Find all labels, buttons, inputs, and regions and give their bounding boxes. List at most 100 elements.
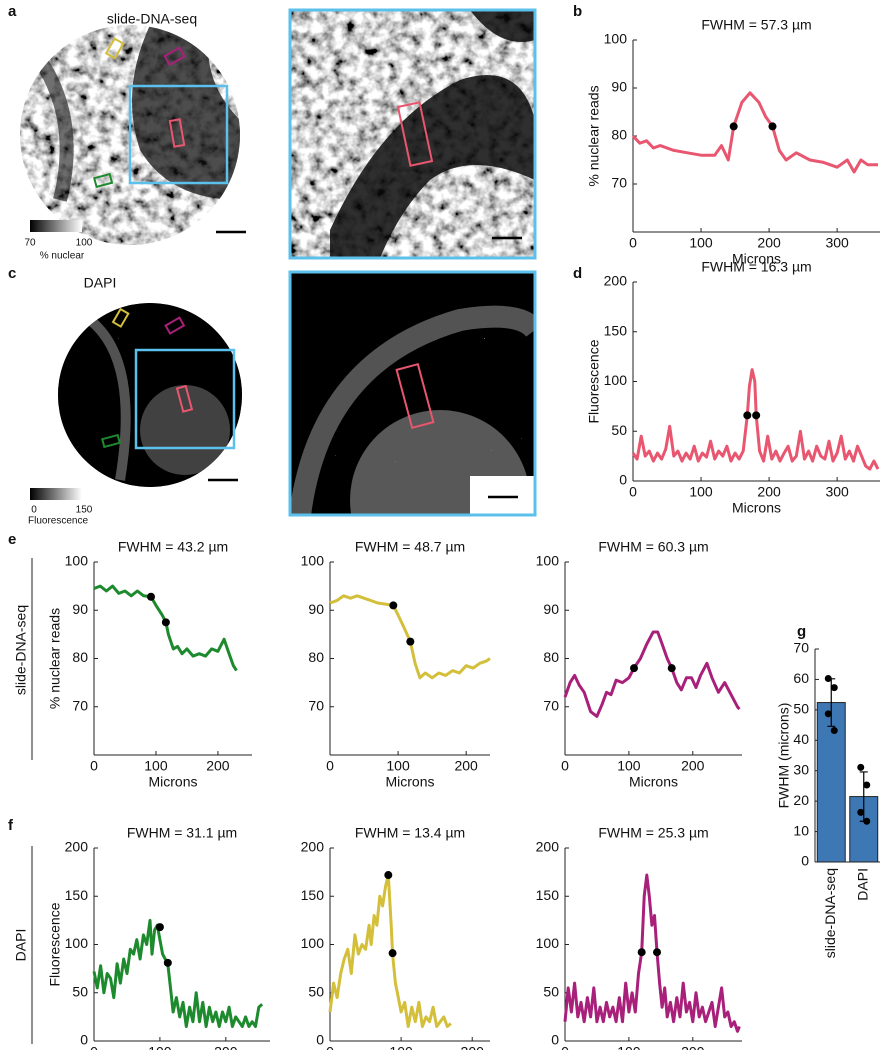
fwhm-point	[743, 411, 752, 420]
panel-label: f	[8, 817, 14, 834]
chart-title: FWHM = 57.3 µm	[701, 17, 811, 33]
y-axis-label: % nuclear reads	[47, 608, 63, 709]
y-axis-label: % nuclear reads	[586, 85, 602, 186]
chart-title: FWHM = 16.3 µm	[701, 259, 811, 275]
fwhm-point	[752, 411, 761, 420]
y-tick-label: 100	[604, 31, 628, 47]
fwhm-point	[637, 948, 646, 957]
chart-title: FWHM = 43.2 µm	[118, 539, 228, 555]
data-point	[824, 675, 832, 683]
x-tick-label: 0	[326, 1044, 334, 1050]
data-line	[92, 918, 264, 1028]
y-tick-label: 90	[308, 601, 324, 617]
panel-label: g	[797, 623, 806, 640]
y-tick-label: 50	[611, 422, 627, 438]
x-tick-label: 200	[681, 1044, 705, 1050]
x-tick-label: 100	[386, 758, 410, 774]
data-point	[824, 710, 832, 718]
data-point	[863, 817, 871, 825]
fwhm-point	[768, 122, 777, 131]
x-tick-label: 200	[681, 758, 705, 774]
x-axis-label: Microns	[629, 774, 678, 790]
data-line	[329, 594, 491, 680]
y-tick-label: 50	[793, 701, 809, 717]
panel-label: b	[573, 3, 582, 20]
x-axis-label: Microns	[732, 251, 781, 267]
y-tick-label: 100	[65, 553, 89, 569]
y-tick-label: 150	[536, 887, 560, 903]
x-tick-label: 0	[629, 484, 637, 500]
data-line	[563, 873, 741, 1033]
x-tick-label: 200	[757, 484, 781, 500]
x-tick-label: 200	[757, 235, 781, 251]
y-tick-label: 50	[543, 983, 559, 999]
slide-dna-seq-image	[20, 25, 240, 245]
y-tick-label: 80	[611, 127, 627, 143]
data-point	[857, 808, 865, 816]
data-point	[857, 763, 865, 771]
x-axis-label: Microns	[732, 500, 781, 516]
row-label: slide-DNA-seq	[13, 605, 29, 695]
y-tick-label: 90	[72, 601, 88, 617]
y-axis-label: Fluorescence	[586, 339, 602, 423]
fwhm-point	[155, 923, 164, 932]
x-tick-label: DAPI	[854, 868, 870, 901]
fwhm-point	[384, 871, 393, 880]
x-axis-label: Microns	[148, 774, 197, 790]
x-tick-label: 100	[689, 484, 713, 500]
x-tick-label: 0	[326, 758, 334, 774]
x-tick-label: 200	[454, 758, 478, 774]
x-tick-label: 0	[629, 235, 637, 251]
x-tick-label: 200	[461, 1044, 485, 1050]
y-tick-label: 70	[611, 175, 627, 191]
fwhm-point	[630, 664, 639, 673]
colorbar-max: 150	[76, 505, 93, 516]
x-tick-label: 100	[144, 758, 168, 774]
data-line	[631, 368, 880, 471]
y-tick-label: 200	[65, 839, 89, 855]
y-tick-label: 100	[301, 935, 325, 951]
y-tick-label: 200	[536, 839, 560, 855]
dapi-zoom	[290, 272, 535, 515]
fwhm-point	[388, 949, 397, 958]
colorbar-min: 0	[31, 505, 37, 516]
x-tick-label: 300	[825, 484, 849, 500]
y-tick-label: 100	[536, 553, 560, 569]
data-point	[830, 727, 838, 735]
x-tick-label: 0	[90, 758, 98, 774]
data-point	[863, 781, 871, 789]
slide-dna-seq-zoom	[290, 10, 535, 258]
y-axis-label: Fluorescence	[47, 902, 63, 986]
y-tick-label: 150	[604, 322, 628, 338]
colorbar-label: Fluorescence	[28, 516, 88, 527]
x-tick-label: 100	[148, 1044, 172, 1050]
y-tick-label: 80	[308, 649, 324, 665]
panel-label: c	[8, 265, 16, 282]
fwhm-point	[389, 601, 398, 610]
x-tick-label: 0	[561, 758, 569, 774]
fwhm-point	[729, 122, 738, 131]
data-line	[328, 873, 452, 1028]
y-tick-label: 40	[793, 731, 809, 747]
data-line	[563, 630, 741, 718]
chart-title: FWHM = 25.3 µm	[598, 825, 708, 841]
x-tick-label: 200	[206, 758, 230, 774]
image-title: slide-DNA-seq	[107, 11, 197, 27]
panel-label: e	[8, 531, 16, 548]
row-label: DAPI	[13, 929, 29, 962]
y-tick-label: 70	[308, 697, 324, 713]
x-tick-label: 100	[617, 758, 641, 774]
data-line	[93, 584, 238, 672]
y-tick-label: 70	[543, 697, 559, 713]
y-tick-label: 150	[65, 887, 89, 903]
fwhm-point	[406, 637, 415, 646]
y-tick-label: 150	[301, 887, 325, 903]
y-tick-label: 50	[72, 983, 88, 999]
x-tick-label: 300	[825, 235, 849, 251]
y-tick-label: 0	[619, 472, 627, 488]
panel-label: a	[8, 3, 17, 20]
y-tick-label: 10	[793, 822, 809, 838]
y-tick-label: 100	[604, 372, 628, 388]
